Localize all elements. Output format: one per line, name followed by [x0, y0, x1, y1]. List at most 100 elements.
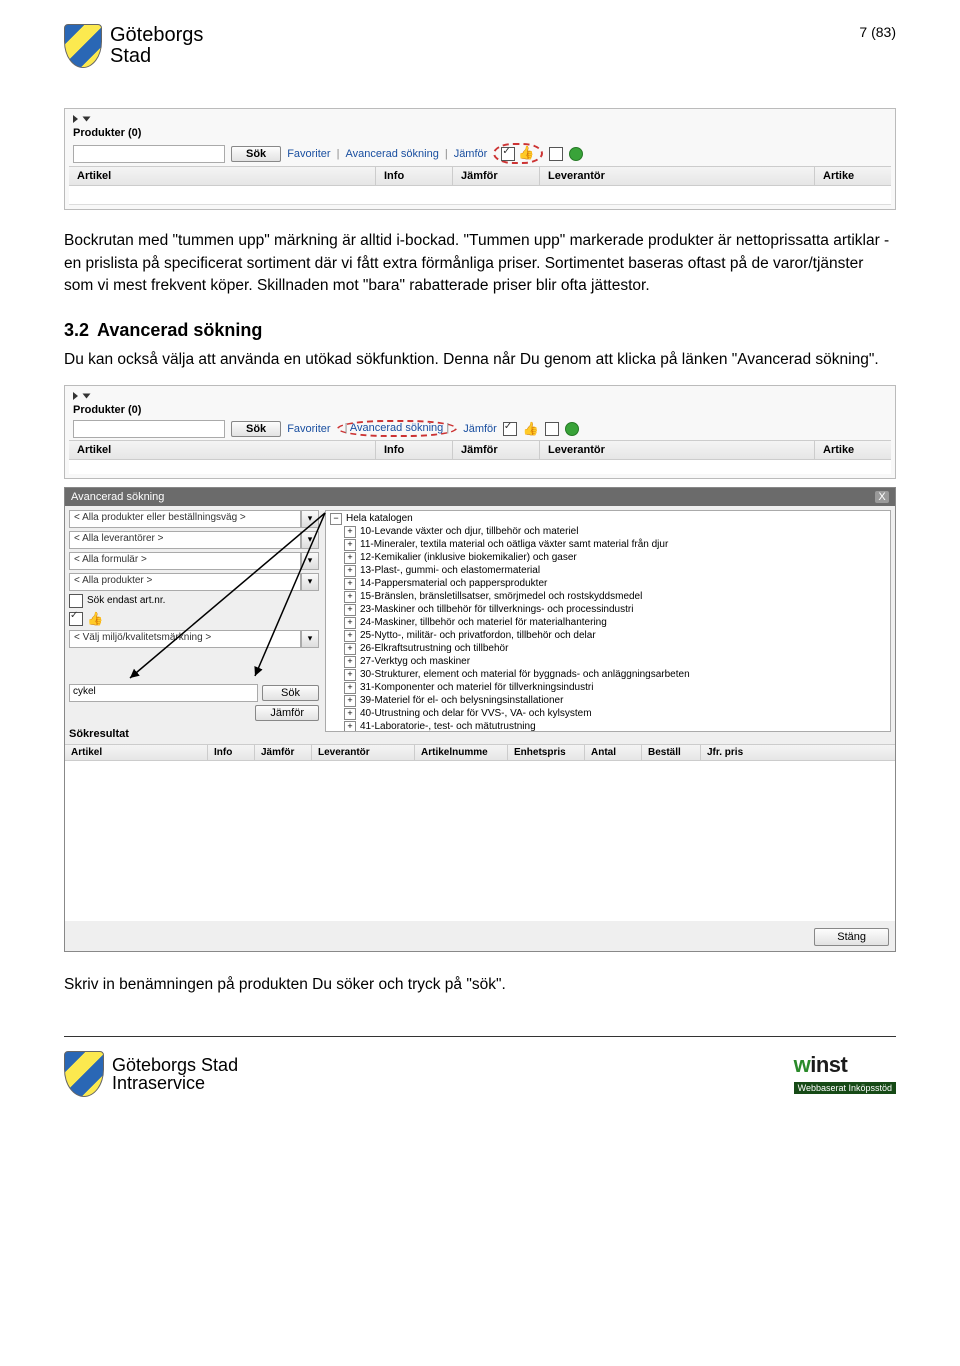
tree-item-label[interactable]: 11-Mineraler, textila material och oätli…: [360, 539, 668, 550]
screenshot-2: Produkter (0) Sök Favoriter | Avancerad …: [64, 385, 896, 479]
tree-item-label[interactable]: 31-Komponenter och materiel för tillverk…: [360, 682, 593, 693]
tree-item-label[interactable]: 15-Bränslen, bränsletillsatser, smörjmed…: [360, 591, 642, 602]
dd-products-path[interactable]: < Alla produkter eller beställningsväg >: [69, 510, 301, 528]
tree-item-label[interactable]: 27-Verktyg och maskiner: [360, 656, 470, 667]
close-button-bottom[interactable]: Stäng: [814, 928, 889, 946]
chevron-down-icon[interactable]: ▾: [301, 510, 319, 528]
chevron-down-icon[interactable]: ▾: [301, 573, 319, 591]
tree-expand-icon[interactable]: +: [344, 539, 356, 551]
tree-item-label[interactable]: 26-Elkraftsutrustning och tillbehör: [360, 643, 508, 654]
footer-org-2: Intraservice: [112, 1074, 238, 1093]
tree-item-label[interactable]: 40-Utrustning och delar för VVS-, VA- oc…: [360, 708, 592, 719]
heading-3-2: 3.2Avancerad sökning: [64, 320, 896, 341]
favorites-link[interactable]: Favoriter: [287, 148, 330, 160]
search-button[interactable]: Sök: [231, 421, 281, 437]
green-dot-icon: [569, 147, 583, 161]
tree-item-label[interactable]: 14-Pappersmaterial och pappersprodukter: [360, 578, 547, 589]
tree-expand-icon[interactable]: +: [344, 682, 356, 694]
artno-checkbox[interactable]: [69, 594, 83, 608]
result-blank-area: [65, 760, 895, 921]
compare-link[interactable]: Jämför: [463, 423, 497, 435]
tree-item-label[interactable]: 12-Kemikalier (inklusive biokemikalier) …: [360, 552, 577, 563]
thumb-up-icon: 👍: [518, 145, 534, 160]
adv-compare-button[interactable]: Jämför: [255, 705, 319, 721]
tree-expand-icon[interactable]: +: [344, 695, 356, 707]
tree-item-label[interactable]: 39-Materiel för el- och belysningsinstal…: [360, 695, 563, 706]
tree-expand-icon[interactable]: +: [344, 565, 356, 577]
org-name-1: Göteborgs: [110, 25, 203, 46]
col-jamfor: Jämför: [453, 441, 540, 459]
search-button[interactable]: Sök: [231, 146, 281, 162]
tree-item-label[interactable]: 25-Nytto-, militär- och privatfordon, ti…: [360, 630, 596, 641]
search-input[interactable]: [73, 420, 225, 438]
col-info: Info: [376, 167, 453, 185]
collapse-icon: [73, 392, 78, 400]
tree-expand-icon[interactable]: +: [344, 591, 356, 603]
tree-item-label[interactable]: 23-Maskiner och tillbehör för tillverkni…: [360, 604, 633, 615]
search-input[interactable]: [73, 145, 225, 163]
chevron-down-icon[interactable]: ▾: [301, 552, 319, 570]
collapse-icon: [73, 115, 78, 123]
tree-expand-icon[interactable]: +: [344, 552, 356, 564]
col-artike: Artike: [815, 167, 891, 185]
tree-item-label[interactable]: 30-Strukturer, element och material för …: [360, 669, 690, 680]
chevron-down-icon[interactable]: ▾: [301, 630, 319, 648]
favorites-link[interactable]: Favoriter: [287, 423, 330, 435]
tree-expand-icon[interactable]: +: [344, 721, 356, 732]
shield-icon: [64, 24, 102, 68]
compare-link[interactable]: Jämför: [454, 148, 488, 160]
advanced-link[interactable]: Avancerad sökning: [345, 148, 438, 160]
col-artikel: Artikel: [69, 167, 376, 185]
green-dot-icon: [565, 422, 579, 436]
header-logo: Göteborgs Stad: [64, 24, 203, 68]
expand-icon: [83, 117, 91, 122]
advanced-link[interactable]: Avancerad sökning: [350, 422, 443, 434]
thumb-checkbox[interactable]: [501, 147, 515, 161]
tree-expand-icon[interactable]: +: [344, 604, 356, 616]
tree-expand-icon[interactable]: +: [344, 578, 356, 590]
dd-suppliers[interactable]: < Alla leverantörer >: [69, 531, 301, 549]
tree-collapse-icon[interactable]: −: [330, 513, 342, 525]
adv-search-input[interactable]: cykel: [69, 684, 258, 702]
tree-expand-icon[interactable]: +: [344, 656, 356, 668]
winst-logo: winst Webbaserat Inköpsstöd: [794, 1052, 896, 1096]
paragraph-3: Skriv in benämningen på produkten Du sök…: [64, 974, 896, 996]
page-number: 7 (83): [859, 24, 896, 40]
tree-expand-icon[interactable]: +: [344, 617, 356, 629]
green-checkbox[interactable]: [549, 147, 563, 161]
thumb-up-icon: 👍: [523, 421, 539, 437]
products-label: Produkter (0): [73, 127, 141, 139]
artno-label: Sök endast art.nr.: [87, 595, 165, 606]
dd-forms[interactable]: < Alla formulär >: [69, 552, 301, 570]
green-checkbox[interactable]: [545, 422, 559, 436]
adv-window-title: Avancerad sökning: [71, 491, 164, 503]
tree-item-label[interactable]: 41-Laboratorie-, test- och mätutrustning: [360, 721, 536, 732]
winst-tagline: Webbaserat Inköpsstöd: [794, 1082, 896, 1094]
tree-expand-icon[interactable]: +: [344, 708, 356, 720]
tree-expand-icon[interactable]: +: [344, 669, 356, 681]
circled-advanced: | Avancerad sökning |: [337, 420, 458, 437]
page-footer: Göteborgs Stad Intraservice winst Webbas…: [64, 1036, 896, 1097]
adv-search-button[interactable]: Sök: [262, 685, 319, 701]
tree-item-label[interactable]: 13-Plast-, gummi- och elastomermaterial: [360, 565, 540, 576]
tree-expand-icon[interactable]: +: [344, 643, 356, 655]
col-artikel: Artikel: [69, 441, 376, 459]
dd-env[interactable]: < Välj miljö/kvalitetsmärkning >: [69, 630, 301, 648]
tree-item-label[interactable]: 10-Levande växter och djur, tillbehör oc…: [360, 526, 578, 537]
thumb-checkbox[interactable]: [503, 422, 517, 436]
footer-org-1: Göteborgs Stad: [112, 1056, 238, 1075]
circled-controls: 👍: [493, 143, 542, 164]
tree-expand-icon[interactable]: +: [344, 526, 356, 538]
tree-item-label[interactable]: 24-Maskiner, tillbehör och materiel för …: [360, 617, 607, 628]
category-tree[interactable]: −Hela katalogen +10-Levande växter och d…: [325, 510, 891, 732]
org-name-2: Stad: [110, 46, 203, 67]
columns-header: Artikel Info Jämför Leverantör Artike: [69, 166, 891, 186]
dd-all-products[interactable]: < Alla produkter >: [69, 573, 301, 591]
columns-header: Artikel Info Jämför Leverantör Artike: [69, 440, 891, 460]
close-button[interactable]: X: [875, 491, 889, 503]
tree-expand-icon[interactable]: +: [344, 630, 356, 642]
thumb-checkbox-adv[interactable]: [69, 612, 83, 626]
tree-root-label: Hela katalogen: [346, 513, 413, 524]
chevron-down-icon[interactable]: ▾: [301, 531, 319, 549]
thumb-up-icon: 👍: [87, 611, 103, 627]
